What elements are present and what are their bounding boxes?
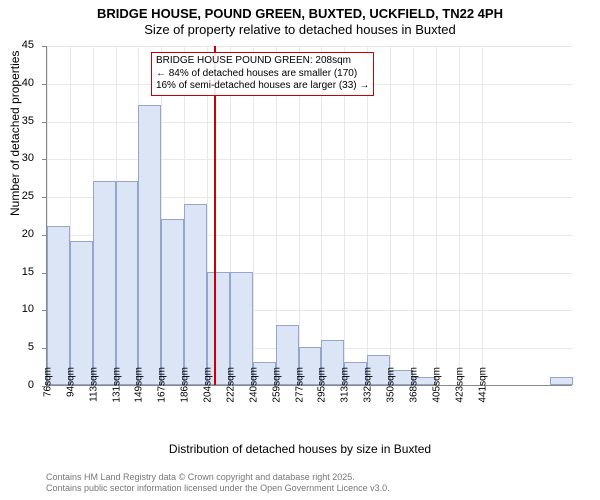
- gridline-v: [299, 46, 300, 385]
- ytick-label: 20: [4, 228, 34, 240]
- gridline-v: [253, 46, 254, 385]
- annotation-line: ← 84% of detached houses are smaller (17…: [156, 68, 369, 81]
- xtick-label: 149sqm: [134, 367, 145, 417]
- xtick-label: 94sqm: [65, 367, 76, 417]
- xtick-label: 313sqm: [340, 367, 351, 417]
- gridline-v: [482, 46, 483, 385]
- xtick-label: 113sqm: [88, 367, 99, 417]
- attribution-line1: Contains HM Land Registry data © Crown c…: [46, 472, 390, 483]
- xtick-label: 277sqm: [294, 367, 305, 417]
- gridline-h: [47, 159, 572, 160]
- xtick-label: 368sqm: [408, 367, 419, 417]
- ytick-label: 35: [4, 115, 34, 127]
- ytick-label: 10: [4, 303, 34, 315]
- x-axis-label: Distribution of detached houses by size …: [0, 442, 600, 456]
- xtick-label: 259sqm: [271, 367, 282, 417]
- gridline-h: [47, 46, 572, 47]
- gridline-v: [344, 46, 345, 385]
- histogram-bar: [70, 241, 93, 385]
- gridline-v: [390, 46, 391, 385]
- ytick-label: 15: [4, 266, 34, 278]
- chart-title-line1: BRIDGE HOUSE, POUND GREEN, BUXTED, UCKFI…: [0, 6, 600, 21]
- gridline-h: [47, 122, 572, 123]
- xtick-label: 240sqm: [248, 367, 259, 417]
- histogram-bar: [161, 219, 184, 385]
- histogram-bar: [550, 377, 573, 385]
- marker-annotation: BRIDGE HOUSE POUND GREEN: 208sqm← 84% of…: [151, 52, 374, 96]
- title-block: BRIDGE HOUSE, POUND GREEN, BUXTED, UCKFI…: [0, 0, 600, 37]
- gridline-v: [321, 46, 322, 385]
- histogram-bar: [47, 226, 70, 385]
- gridline-v: [436, 46, 437, 385]
- xtick-label: 332sqm: [363, 367, 374, 417]
- histogram-bar: [93, 181, 116, 385]
- xtick-label: 167sqm: [157, 367, 168, 417]
- attribution: Contains HM Land Registry data © Crown c…: [46, 472, 390, 495]
- ytick-label: 45: [4, 39, 34, 51]
- xtick-label: 405sqm: [431, 367, 442, 417]
- annotation-line: BRIDGE HOUSE POUND GREEN: 208sqm: [156, 55, 369, 68]
- xtick-label: 76sqm: [43, 367, 54, 417]
- histogram-bar: [184, 204, 207, 385]
- xtick-label: 423sqm: [454, 367, 465, 417]
- attribution-line2: Contains public sector information licen…: [46, 483, 390, 494]
- gridline-v: [367, 46, 368, 385]
- ytick-label: 5: [4, 341, 34, 353]
- xtick-label: 131sqm: [111, 367, 122, 417]
- gridline-v: [413, 46, 414, 385]
- chart-title-line2: Size of property relative to detached ho…: [0, 22, 600, 37]
- plot-area: BRIDGE HOUSE POUND GREEN: 208sqm← 84% of…: [46, 46, 572, 386]
- annotation-line: 16% of semi-detached houses are larger (…: [156, 80, 369, 93]
- histogram-bar: [138, 105, 161, 385]
- xtick-label: 441sqm: [477, 367, 488, 417]
- xtick-label: 222sqm: [225, 367, 236, 417]
- ytick-label: 25: [4, 190, 34, 202]
- histogram-bar: [116, 181, 139, 385]
- chart-container: BRIDGE HOUSE, POUND GREEN, BUXTED, UCKFI…: [0, 0, 600, 500]
- ytick-label: 30: [4, 152, 34, 164]
- ytick-label: 0: [4, 379, 34, 391]
- marker-line: [214, 46, 216, 385]
- xtick-label: 186sqm: [180, 367, 191, 417]
- xtick-label: 350sqm: [386, 367, 397, 417]
- gridline-v: [459, 46, 460, 385]
- xtick-label: 295sqm: [317, 367, 328, 417]
- ytick-label: 40: [4, 77, 34, 89]
- xtick-label: 204sqm: [203, 367, 214, 417]
